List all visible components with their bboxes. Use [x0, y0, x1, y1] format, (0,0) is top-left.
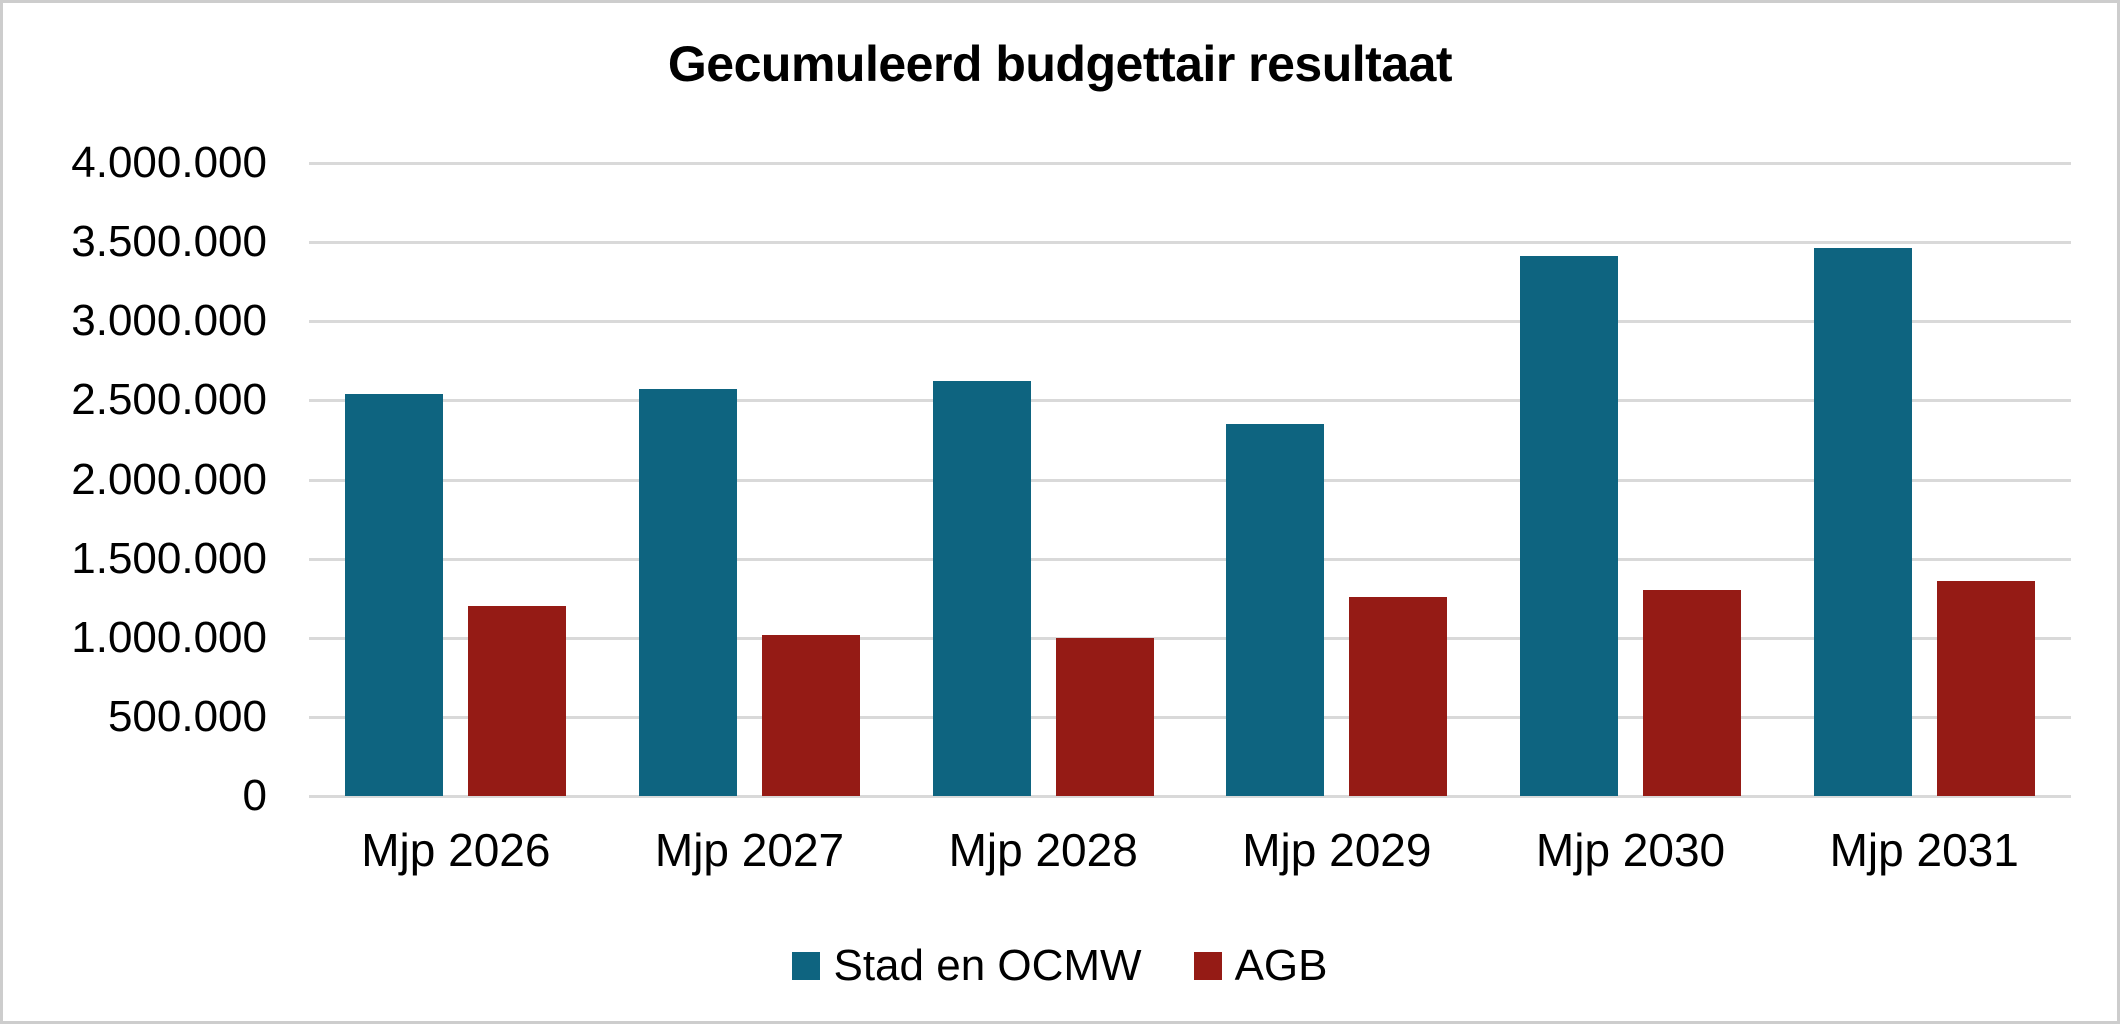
- bar-stad-en-ocmw: [1520, 256, 1619, 796]
- gridline: [309, 162, 2071, 165]
- gridline: [309, 637, 2071, 640]
- bar-group-mjp-2026: [309, 163, 603, 796]
- bar-stad-en-ocmw: [932, 381, 1031, 796]
- bar-stad-en-ocmw: [639, 389, 737, 796]
- gridline: [309, 716, 2071, 719]
- bar-agb: [1936, 581, 2035, 796]
- y-axis-tick-label: 4.000.000: [71, 138, 267, 187]
- bar-agb: [1643, 590, 1742, 796]
- legend-item-agb: AGB: [1193, 941, 1328, 991]
- bar-agb: [1349, 597, 1448, 796]
- x-axis-tick-label: Mjp 2029: [1242, 824, 1432, 876]
- y-axis-tick-label: 0: [242, 771, 267, 820]
- bar-group-mjp-2028: [896, 163, 1190, 796]
- x-axis-tick-label: Mjp 2031: [1829, 824, 2019, 876]
- gridline: [309, 399, 2071, 402]
- bar-groups: [309, 163, 2071, 796]
- bar-stad-en-ocmw: [345, 394, 444, 796]
- legend-label: Stad en OCMW: [833, 941, 1142, 990]
- bar-agb: [762, 635, 860, 796]
- y-axis-tick-label: 1.000.000: [71, 613, 267, 662]
- x-axis-tick-label: Mjp 2026: [361, 824, 551, 876]
- legend-item-stad-en-ocmw: Stad en OCMW: [792, 941, 1142, 991]
- legend-swatch-icon: [1193, 952, 1222, 980]
- y-axis-tick-label: 500.000: [107, 692, 267, 741]
- bar-group-mjp-2027: [603, 163, 897, 796]
- gridline: [309, 558, 2071, 561]
- x-axis-tick-label: Mjp 2028: [948, 824, 1138, 876]
- y-axis-tick-label: 2.000.000: [71, 455, 267, 504]
- bar-agb: [1055, 638, 1154, 796]
- x-axis: Mjp 2026 Mjp 2027 Mjp 2028 Mjp 2029 Mjp 2030…: [309, 827, 2071, 873]
- gridline: [309, 479, 2071, 482]
- x-axis-tick-label: Mjp 2030: [1535, 824, 1726, 876]
- gridline: [309, 320, 2071, 323]
- plot-area: [309, 162, 2071, 798]
- bar-stad-en-ocmw: [1226, 424, 1325, 796]
- bar-stad-en-ocmw: [1813, 248, 1912, 796]
- y-axis-tick-label: 3.500.000: [71, 217, 267, 266]
- bar-group-mjp-2030: [1484, 163, 1778, 796]
- legend: Stad en OCMW AGB: [3, 941, 2117, 991]
- gridline: [309, 795, 2071, 798]
- legend-swatch-icon: [792, 952, 821, 980]
- chart-title: Gecumuleerd budgettair resultaat: [667, 36, 1453, 92]
- y-axis: 0 500.000 1.000.000 1.500.000 2.000.000 2.500…: [3, 138, 267, 820]
- legend-label: AGB: [1234, 941, 1328, 990]
- bar-group-mjp-2031: [1777, 163, 2071, 796]
- y-axis-tick-label: 2.500.000: [71, 375, 267, 424]
- gridline: [309, 241, 2071, 244]
- bar-group-mjp-2029: [1190, 163, 1484, 796]
- x-axis-tick-label: Mjp 2027: [654, 824, 845, 876]
- bar-agb: [468, 606, 567, 796]
- y-axis-tick-label: 1.500.000: [71, 534, 267, 583]
- y-axis-tick-label: 3.000.000: [71, 296, 267, 345]
